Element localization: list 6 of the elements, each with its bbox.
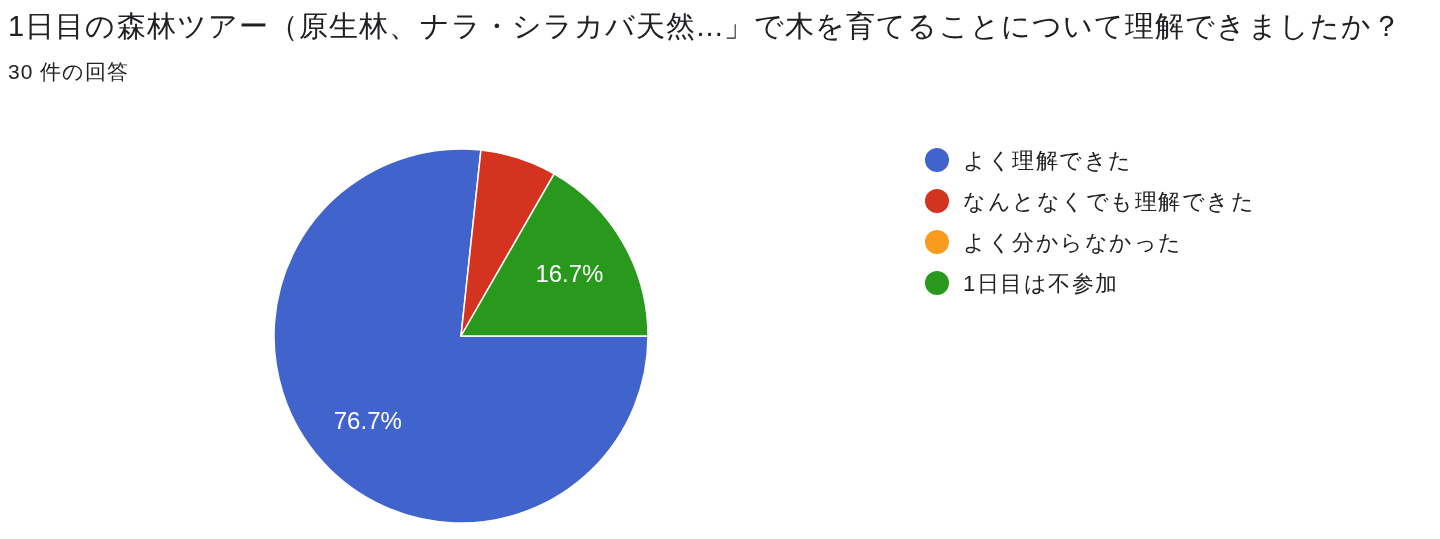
legend-label: よく分からなかった xyxy=(963,230,1183,255)
legend-label: よく理解できた xyxy=(963,148,1133,173)
legend-label: なんとなくでも理解できた xyxy=(963,189,1255,214)
title: 1日目の森林ツアー（原生林、ナラ・シラカバ天然...」で木を育てることについて理解できましたか？ xyxy=(8,10,1403,42)
legend-label: 1日目は不参加 xyxy=(963,271,1119,296)
subtitle: 30 件の回答 xyxy=(8,60,130,83)
